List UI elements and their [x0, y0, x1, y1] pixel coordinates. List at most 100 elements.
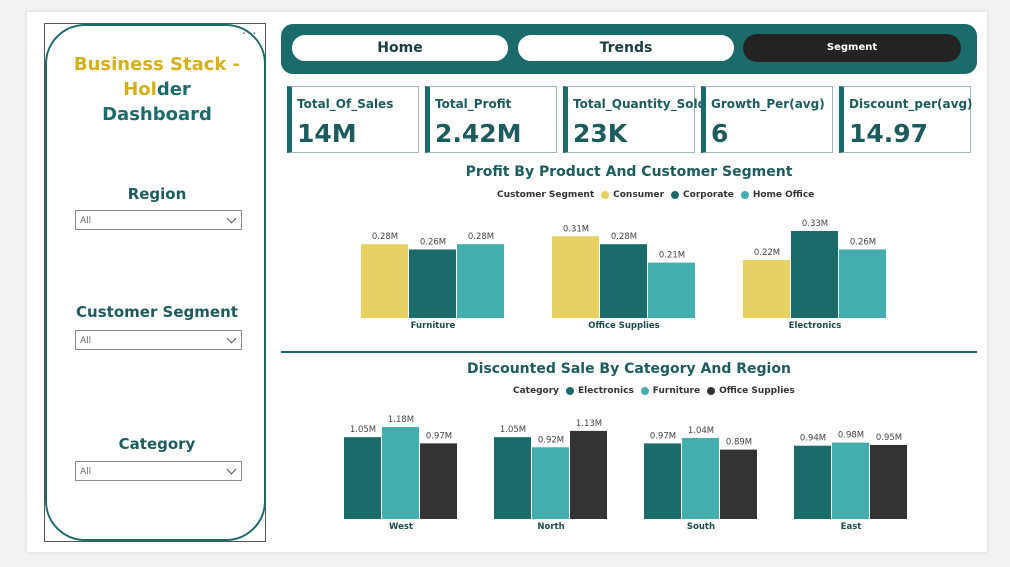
region-dropdown[interactable]: All [75, 210, 242, 230]
data-label: 0.97M [426, 431, 452, 441]
discount-by-region-chart: 1.05M 1.18M 0.97M West 1.05M 0.92M 1.13M North 0… [344, 415, 907, 532]
data-label: 1.13M [576, 419, 602, 429]
bar-consumer-furniture[interactable] [361, 244, 408, 318]
kpi-label: Total_Of_Sales [297, 97, 394, 111]
legend-dot-icon [740, 191, 749, 199]
page-navigator: Home Trends Segment [281, 24, 977, 74]
nav-segment-button[interactable]: Segment [743, 34, 961, 62]
legend-item[interactable]: Home Office [752, 190, 815, 200]
x-axis-label: Furniture [411, 321, 456, 331]
data-label: 0.98M [838, 431, 864, 441]
data-label: 0.33M [802, 219, 828, 229]
region-slicer-label: Region [127, 185, 187, 203]
x-axis-label: Electronics [789, 321, 842, 331]
discount-chart-title: Discounted Sale By Category And Region [467, 361, 791, 377]
kpi-card-total-quantity: Total_Quantity_Sold 23K [563, 86, 706, 153]
title-line-1: Business Stack - [73, 54, 241, 75]
kpi-value: 23K [573, 119, 628, 148]
data-label: 0.94M [800, 434, 826, 444]
chevron-down-icon [226, 213, 237, 224]
legend-dot-icon [671, 191, 680, 199]
kpi-label: Discount_per(avg) [849, 97, 973, 111]
kpi-label: Total_Profit [435, 97, 512, 111]
bar-office-supplies-west[interactable] [420, 443, 457, 519]
category-dropdown-value: All [80, 467, 92, 477]
bar-office-supplies-south[interactable] [720, 449, 757, 519]
data-label: 0.89M [726, 438, 752, 448]
region-dropdown-value: All [80, 216, 92, 226]
legend-item[interactable]: Corporate [683, 190, 734, 200]
data-label: 0.26M [850, 237, 876, 247]
bar-electronics-south[interactable] [644, 443, 681, 519]
customer-segment-dropdown[interactable]: All [75, 330, 242, 350]
kpi-label: Growth_Per(avg) [711, 97, 825, 111]
x-axis-label: Office Supplies [588, 321, 659, 331]
bar-office-supplies-east[interactable] [870, 444, 907, 519]
x-axis-label: West [389, 522, 413, 532]
x-axis-label: South [687, 522, 715, 532]
bar-furniture-south[interactable] [682, 437, 719, 519]
profit-by-segment-chart: 0.28M 0.26M 0.28M Furniture 0.31M 0.28M 0.21M O… [361, 219, 886, 331]
data-label: 0.31M [563, 224, 589, 234]
kpi-value: 6 [711, 119, 729, 148]
discount-chart-legend: Category Electronics Furniture Office Su… [513, 386, 795, 396]
kpi-value: 14.97 [849, 119, 929, 148]
report-canvas: ··· Business Stack - Holder Dashboard Re… [27, 12, 987, 552]
bar-furniture-east[interactable] [832, 442, 869, 519]
kpi-card-total-profit: Total_Profit 2.42M [425, 86, 557, 153]
section-divider [281, 351, 977, 353]
legend-item[interactable]: Office Supplies [719, 386, 795, 396]
ellipsis-icon[interactable]: ··· [242, 27, 258, 42]
nav-home-button[interactable]: Home [291, 34, 509, 62]
kpi-card-growth: Growth_Per(avg) 6 [701, 86, 833, 153]
profit-chart-legend: Customer Segment Consumer Corporate Home… [497, 190, 814, 200]
category-slicer-label: Category [118, 435, 196, 453]
bar-furniture-north[interactable] [532, 447, 569, 519]
legend-title: Customer Segment [497, 190, 595, 200]
customer-segment-slicer-label: Customer Segment [76, 303, 238, 321]
bar-consumer-electronics[interactable] [743, 260, 790, 318]
kpi-value: 2.42M [435, 119, 522, 148]
legend-item[interactable]: Furniture [652, 386, 701, 396]
legend-dot-icon [601, 191, 610, 199]
data-label: 0.26M [420, 237, 446, 247]
data-label: 1.04M [688, 426, 714, 436]
chevron-down-icon [226, 333, 237, 344]
data-label: 0.28M [468, 232, 494, 242]
legend-dot-icon [566, 387, 575, 395]
bar-electronics-north[interactable] [494, 437, 531, 519]
sidebar-panel [45, 24, 266, 541]
data-label: 0.95M [876, 433, 902, 443]
data-label: 0.28M [372, 232, 398, 242]
kpi-card-discount: Discount_per(avg) 14.97 [839, 86, 973, 153]
bar-corporate-electronics[interactable] [791, 231, 838, 318]
bar-electronics-west[interactable] [344, 437, 381, 519]
bar-home-office-furniture[interactable] [457, 244, 504, 318]
data-label: 0.97M [650, 431, 676, 441]
data-label: 0.28M [611, 232, 637, 242]
bar-office-supplies-north[interactable] [570, 430, 607, 519]
bar-electronics-east[interactable] [794, 445, 831, 519]
data-label: 1.05M [350, 425, 376, 435]
bar-furniture-west[interactable] [382, 427, 419, 519]
legend-dot-icon [707, 387, 716, 395]
nav-trends-button[interactable]: Trends [517, 34, 735, 62]
data-label: 0.21M [659, 251, 685, 261]
x-axis-label: North [537, 522, 564, 532]
legend-title: Category [513, 386, 560, 396]
bar-consumer-office-supplies[interactable] [552, 236, 599, 318]
kpi-label: Total_Quantity_Sold [573, 97, 707, 111]
data-label: 1.18M [388, 415, 414, 425]
bar-home-office-office-supplies[interactable] [648, 262, 695, 318]
legend-item[interactable]: Consumer [613, 190, 665, 200]
bar-corporate-office-supplies[interactable] [600, 244, 647, 318]
bar-corporate-furniture[interactable] [409, 249, 456, 318]
category-dropdown[interactable]: All [75, 461, 242, 481]
bar-home-office-electronics[interactable] [839, 249, 886, 318]
customer-segment-dropdown-value: All [80, 336, 92, 346]
chevron-down-icon [226, 464, 237, 475]
title-line-2-highlight: Hol [123, 79, 157, 100]
dashboard-title: Business Stack - Holder Dashboard [67, 52, 247, 127]
data-label: 1.05M [500, 425, 526, 435]
legend-item[interactable]: Electronics [578, 386, 634, 396]
